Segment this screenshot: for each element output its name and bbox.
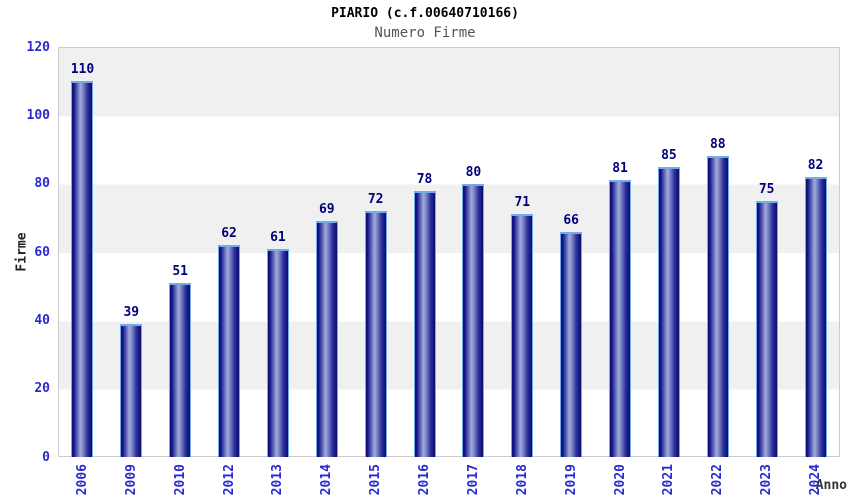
y-tick-label: 40 — [34, 312, 50, 328]
bar — [266, 248, 289, 457]
bar — [560, 231, 583, 457]
bar — [462, 183, 485, 457]
bar-value-label: 62 — [221, 226, 237, 242]
bar-value-label: 71 — [514, 195, 531, 211]
chart-subtitle: Numero Firme — [374, 25, 476, 41]
bar-value-label: 51 — [172, 263, 189, 279]
x-tick-label: 2020 — [612, 464, 628, 496]
x-tick-label: 2010 — [172, 464, 188, 496]
bar-value-label: 80 — [465, 164, 482, 180]
bar — [609, 180, 632, 457]
y-tick-label: 20 — [34, 381, 50, 397]
bar — [413, 190, 436, 457]
x-tick-label: 2015 — [368, 464, 384, 496]
bar — [804, 176, 827, 457]
bar-value-label: 88 — [709, 137, 726, 153]
bar-value-label: 78 — [416, 171, 433, 187]
bar — [120, 323, 143, 457]
bar — [511, 214, 534, 457]
bar — [706, 156, 729, 457]
x-axis-title: Anno — [815, 478, 847, 493]
bar-value-label: 39 — [123, 304, 140, 320]
x-tick-label: 2024 — [808, 464, 824, 496]
y-tick-label: 100 — [26, 107, 50, 123]
x-tick-label: 2023 — [759, 464, 775, 496]
bar — [657, 166, 680, 457]
bar-value-label: 81 — [612, 161, 628, 177]
y-tick-label: 120 — [26, 39, 50, 55]
bar — [315, 221, 338, 457]
y-tick-label: 0 — [42, 449, 50, 465]
x-tick-label: 2009 — [123, 464, 139, 496]
y-tick-label: 80 — [34, 176, 50, 192]
bar-value-label: 82 — [807, 157, 824, 173]
bar-value-label: 69 — [318, 202, 335, 218]
bar — [755, 200, 778, 457]
bar — [169, 282, 192, 457]
bar — [71, 81, 94, 457]
bar-value-label: 110 — [70, 62, 95, 78]
x-tick-label: 2021 — [661, 464, 677, 496]
bar-value-label: 66 — [563, 212, 580, 228]
bar-value-label: 75 — [758, 181, 775, 197]
chart-title: PIARIO (c.f.00640710166) — [331, 6, 519, 21]
bar-value-label: 72 — [367, 192, 384, 207]
bar-value-label: 61 — [270, 229, 286, 245]
x-tick-label: 2014 — [319, 464, 335, 496]
x-tick-label: 2006 — [74, 464, 90, 496]
x-tick-label: 2019 — [563, 464, 579, 496]
bar — [364, 211, 387, 457]
x-tick-label: 2022 — [710, 464, 726, 496]
x-tick-label: 2012 — [221, 464, 237, 496]
bar-value-label: 85 — [661, 147, 677, 163]
bar — [218, 245, 241, 457]
x-tick-label: 2013 — [270, 464, 286, 496]
x-tick-label: 2016 — [417, 464, 433, 496]
y-tick-label: 60 — [34, 244, 50, 260]
x-tick-label: 2018 — [514, 464, 530, 496]
x-tick-label: 2017 — [465, 464, 481, 496]
